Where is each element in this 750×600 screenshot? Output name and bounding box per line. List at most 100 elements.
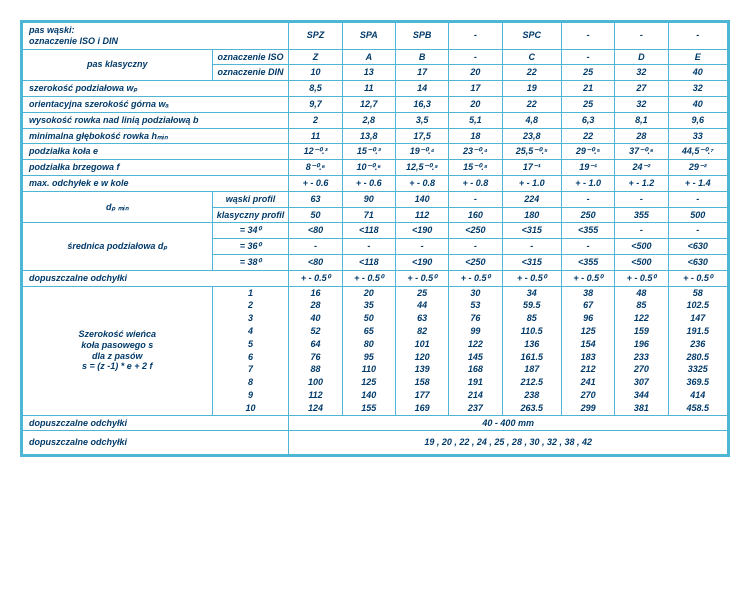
cell: 18 — [449, 128, 502, 144]
s-index: 4 — [212, 325, 289, 338]
cell: 13,8 — [342, 128, 395, 144]
cell: 29⁻² — [668, 160, 728, 176]
cell: 154 — [561, 338, 614, 351]
table-row: minimalna głębokość rowka hₘᵢₙ1113,817,5… — [23, 128, 728, 144]
cell: 112 — [289, 389, 342, 402]
cell: 99 — [449, 325, 502, 338]
cell: - — [395, 239, 448, 255]
cell: 32 — [668, 81, 728, 97]
cell: - — [342, 239, 395, 255]
cell: 28 — [289, 299, 342, 312]
cell: 90 — [342, 191, 395, 207]
cell: 17,5 — [395, 128, 448, 144]
cell: 22 — [502, 96, 561, 112]
s-index: 6 — [212, 351, 289, 364]
cell: 40 — [668, 65, 728, 81]
row-label: podziałka brzegowa f — [23, 160, 289, 176]
cell: 2,8 — [342, 112, 395, 128]
cell: 187 — [502, 363, 561, 376]
cell: - — [449, 191, 502, 207]
s-label: Szerokość wieńca koła pasowego s dla z p… — [23, 286, 213, 415]
cell: 122 — [615, 312, 668, 325]
cell: <355 — [561, 223, 614, 239]
cell: 30 — [449, 286, 502, 299]
cell: 20 — [342, 286, 395, 299]
cell: <630 — [668, 239, 728, 255]
cell: 355 — [615, 207, 668, 223]
row-label: szerokość podziałowa wₚ — [23, 81, 289, 97]
cell: <315 — [502, 223, 561, 239]
cell: 125 — [342, 376, 395, 389]
label-dop1: dopuszczalne odchyłki — [23, 270, 289, 286]
belt-groove-table: pas wąski: oznaczenie ISO i DIN SPZ SPA … — [20, 20, 730, 457]
header-row-classic-iso: pas klasyczny oznaczenie ISO Z A B - C -… — [23, 49, 728, 65]
cell: <190 — [395, 223, 448, 239]
label-dp: dₚ ₘᵢₙ — [23, 191, 213, 223]
cell: 14 — [395, 81, 448, 97]
cell: 125 — [561, 325, 614, 338]
cell: 140 — [342, 389, 395, 402]
s-index: 7 — [212, 363, 289, 376]
cell: 28 — [615, 128, 668, 144]
s-index: 2 — [212, 299, 289, 312]
cell: 3,5 — [395, 112, 448, 128]
cell: 299 — [561, 402, 614, 415]
cell: 214 — [449, 389, 502, 402]
cell: 50 — [289, 207, 342, 223]
cell: D — [615, 49, 668, 65]
cell: 17 — [449, 81, 502, 97]
cell: 33 — [668, 128, 728, 144]
cell: + - 1.0 — [502, 175, 561, 191]
cell: 10 — [289, 65, 342, 81]
cell: - — [449, 239, 502, 255]
cell: 22 — [561, 128, 614, 144]
cell: 344 — [615, 389, 668, 402]
cell: + - 0.5⁰ — [395, 270, 448, 286]
col-head: - — [668, 23, 728, 50]
cell: + - 0.8 — [395, 175, 448, 191]
cell: 250 — [561, 207, 614, 223]
table-row: orientacyjna szerokość górna wₐ9,712,716… — [23, 96, 728, 112]
cell: 21 — [561, 81, 614, 97]
cell: 11 — [289, 128, 342, 144]
cell: 237 — [449, 402, 502, 415]
cell: 17 — [395, 65, 448, 81]
cell: 458.5 — [668, 402, 728, 415]
cell: 6,3 — [561, 112, 614, 128]
cell: <80 — [289, 223, 342, 239]
sublabel: klasyczny profil — [212, 207, 289, 223]
cell: 12⁻⁰.³ — [289, 144, 342, 160]
cell: + - 0.5⁰ — [668, 270, 728, 286]
cell: 224 — [502, 191, 561, 207]
cell: 196 — [615, 338, 668, 351]
col-head: SPC — [502, 23, 561, 50]
row-dop3: dopuszczalne odchyłki 19 , 20 , 22 , 24 … — [23, 431, 728, 455]
cell: + - 0.8 — [449, 175, 502, 191]
cell: 88 — [289, 363, 342, 376]
cell: 122 — [449, 338, 502, 351]
col-head: - — [561, 23, 614, 50]
cell: 32 — [615, 65, 668, 81]
cell: - — [561, 239, 614, 255]
cell: 85 — [615, 299, 668, 312]
cell: 169 — [395, 402, 448, 415]
cell: 44,5⁻⁰.⁷ — [668, 144, 728, 160]
cell: 38 — [561, 286, 614, 299]
cell: 270 — [561, 389, 614, 402]
sublabel: oznaczenie DIN — [212, 65, 289, 81]
label-classic: pas klasyczny — [23, 49, 213, 81]
cell: 20 — [449, 96, 502, 112]
row-label: minimalna głębokość rowka hₘᵢₙ — [23, 128, 289, 144]
cell: <500 — [615, 254, 668, 270]
cell: 32 — [615, 96, 668, 112]
cell: 191.5 — [668, 325, 728, 338]
val-dop3: 19 , 20 , 22 , 24 , 25 , 28 , 30 , 32 , … — [289, 431, 728, 455]
cell: 124 — [289, 402, 342, 415]
cell: 270 — [615, 363, 668, 376]
row-maxe: max. odchyłek e w kole+ - 0.6+ - 0.6+ - … — [23, 175, 728, 191]
cell: 12,5⁻⁰.⁸ — [395, 160, 448, 176]
cell: 155 — [342, 402, 395, 415]
cell: + - 0.5⁰ — [449, 270, 502, 286]
s-index: 9 — [212, 389, 289, 402]
cell: 233 — [615, 351, 668, 364]
